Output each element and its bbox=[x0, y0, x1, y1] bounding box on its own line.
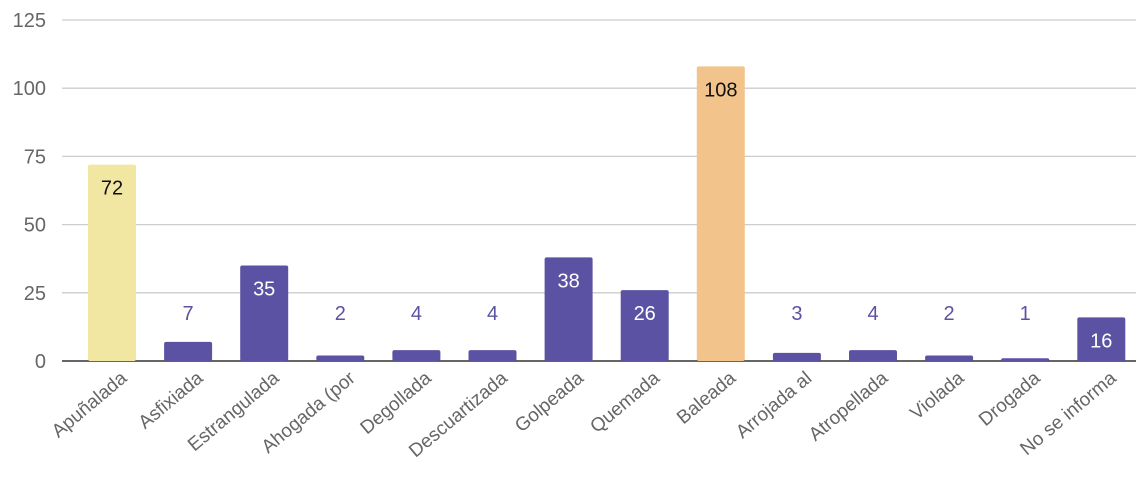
bar-1 bbox=[164, 341, 213, 361]
x-tick-label-9: Arrojada al bbox=[732, 368, 816, 443]
bar-11 bbox=[925, 355, 974, 361]
data-labels: 72 7 35 2 4 4 38 26 108 3 4 2 1 16 bbox=[101, 79, 1113, 352]
bar-0 bbox=[88, 164, 136, 361]
bars bbox=[88, 66, 1126, 361]
gridlines bbox=[62, 19, 1136, 362]
bar-4 bbox=[392, 350, 441, 361]
data-label-10: 4 bbox=[867, 303, 878, 325]
x-tick-label-4: Degollada bbox=[357, 367, 436, 438]
y-tick-label-50: 50 bbox=[24, 215, 46, 237]
x-tick-label-12: Drogada bbox=[975, 367, 1045, 430]
y-tick-label-100: 100 bbox=[13, 78, 46, 100]
bar-8 bbox=[696, 66, 745, 361]
x-tick-label-6: Golpeada bbox=[511, 367, 588, 436]
data-label-2: 35 bbox=[253, 279, 275, 301]
data-label-9: 3 bbox=[791, 303, 802, 325]
x-tick-label-10: Atropellada bbox=[805, 367, 892, 445]
data-label-0: 72 bbox=[101, 178, 123, 200]
y-axis-ticks: 0 25 50 75 100 125 bbox=[13, 10, 46, 373]
y-tick-label-25: 25 bbox=[24, 283, 46, 305]
bar-2 bbox=[240, 265, 289, 361]
bar-3 bbox=[316, 355, 365, 361]
y-tick-label-0: 0 bbox=[35, 351, 46, 373]
bar-7 bbox=[620, 290, 669, 361]
y-tick-label-125: 125 bbox=[13, 10, 46, 32]
data-label-13: 16 bbox=[1090, 330, 1112, 352]
x-tick-label-11: Violada bbox=[907, 367, 969, 424]
y-tick-label-75: 75 bbox=[24, 146, 46, 168]
data-label-8: 108 bbox=[704, 79, 737, 101]
x-tick-label-0: Apuñalada bbox=[48, 367, 131, 442]
bar-5 bbox=[468, 350, 517, 361]
bar-10 bbox=[849, 350, 897, 361]
bar-6 bbox=[544, 257, 593, 361]
x-tick-label-7: Quemada bbox=[586, 367, 664, 437]
x-tick-label-1: Asfixiada bbox=[135, 367, 208, 433]
bar-13 bbox=[1077, 317, 1126, 361]
data-label-5: 4 bbox=[487, 303, 498, 325]
data-label-11: 2 bbox=[944, 303, 955, 325]
data-label-3: 2 bbox=[335, 303, 346, 325]
x-tick-label-8: Baleada bbox=[673, 367, 740, 428]
data-label-12: 1 bbox=[1020, 303, 1031, 325]
data-label-6: 38 bbox=[557, 270, 579, 292]
bar-9 bbox=[772, 352, 821, 361]
data-label-4: 4 bbox=[411, 303, 422, 325]
bar-12 bbox=[1001, 358, 1050, 361]
data-label-7: 26 bbox=[634, 303, 656, 325]
data-label-1: 7 bbox=[183, 303, 194, 325]
